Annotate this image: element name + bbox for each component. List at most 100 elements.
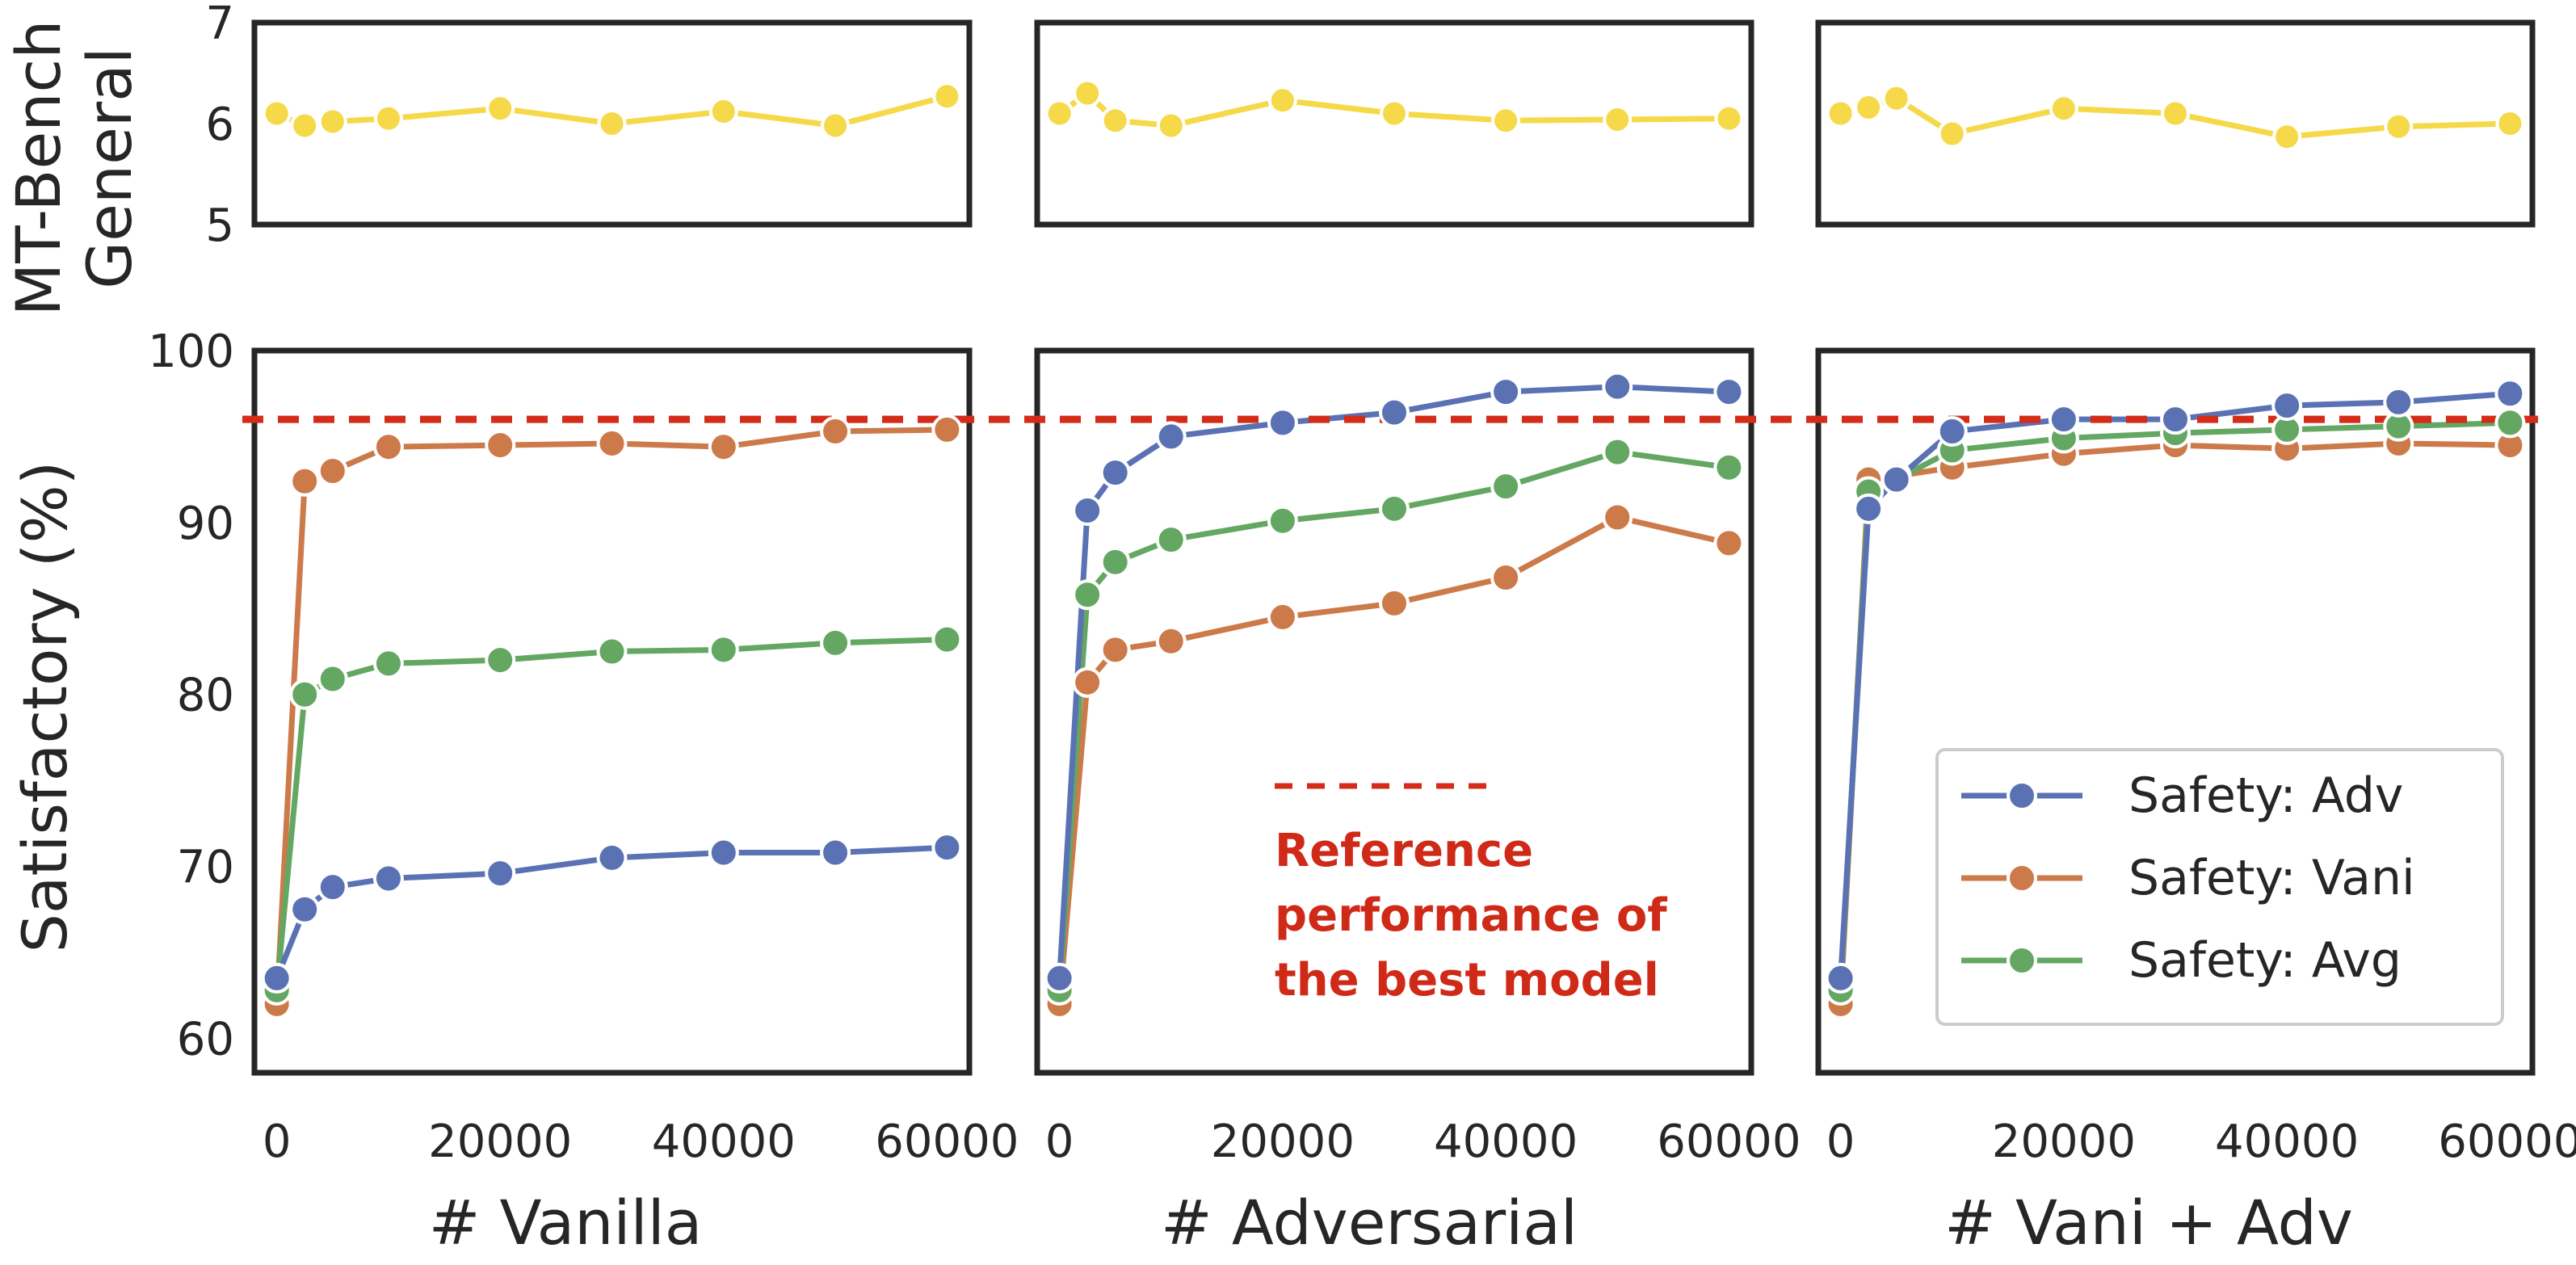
panel-3-mt-bench-point-8 xyxy=(2495,109,2525,138)
top-y-axis-label-line1: MT-Bench xyxy=(2,20,74,317)
panel-3-adv-point-4 xyxy=(2048,404,2079,435)
panel-2-mt-bench-point-2 xyxy=(1100,106,1130,136)
legend-entry-avg: Safety: Avg xyxy=(2128,932,2402,989)
panel-2-adv-point-2 xyxy=(1099,457,1131,489)
panel-3-mt-bench-point-4 xyxy=(2049,94,2078,124)
panel-2-avg-point-8 xyxy=(1713,452,1745,483)
panel-2-mt-bench-point-8 xyxy=(1714,103,1744,133)
panel-1-adv-point-8 xyxy=(931,832,963,864)
panel-1-adv-point-6 xyxy=(708,837,739,868)
panel-2-vani-point-2 xyxy=(1099,634,1131,666)
panel-3-avg-point-8 xyxy=(2494,407,2526,439)
panel-3-adv-point-5 xyxy=(2160,404,2191,435)
panel-2-avg-point-4 xyxy=(1267,505,1298,536)
panel-1-vani-point-2 xyxy=(317,456,348,486)
panel-3-x-axis-label: # Vani + Adv xyxy=(1944,1187,2353,1259)
panel-1-x-tick-20000: 20000 xyxy=(428,1116,572,1168)
panel-1-vani-point-3 xyxy=(372,431,404,463)
panel-1-avg-point-4 xyxy=(485,645,516,676)
panel-1-mt-bench-point-0 xyxy=(262,99,292,128)
panel-3-x-tick-20000: 20000 xyxy=(1992,1116,2136,1168)
panel-2-vani-point-3 xyxy=(1155,625,1187,657)
legend-box xyxy=(1935,748,2504,1026)
panel-2-adv-point-5 xyxy=(1379,397,1410,428)
reference-label-line1: Reference xyxy=(1275,825,1533,877)
panel-3-mt-bench-point-0 xyxy=(1826,99,1855,128)
panel-3-mt-bench-point-7 xyxy=(2384,111,2414,141)
panel-1-top-frame xyxy=(251,19,973,228)
panel-2-mt-bench-point-1 xyxy=(1073,78,1103,108)
panel-1-vani-point-4 xyxy=(485,430,516,461)
panel-1-mt-bench-point-5 xyxy=(597,109,627,138)
panel-1-x-tick-60000: 60000 xyxy=(875,1116,1019,1168)
panel-3-bottom-frame xyxy=(1815,347,2536,1076)
panel-2-vani-point-7 xyxy=(1602,502,1633,533)
panel-1-avg-point-6 xyxy=(708,634,739,666)
panel-1-avg-point-8 xyxy=(931,624,963,655)
panel-3-mt-bench-point-6 xyxy=(2272,122,2302,152)
reference-label-line3: the best model xyxy=(1275,954,1659,1007)
panel-1-mt-bench-point-4 xyxy=(485,94,515,124)
top-y-axis-label-line2: General xyxy=(74,47,145,289)
bottom-y-tick-90: 90 xyxy=(177,498,234,550)
panel-1-avg-line xyxy=(274,637,948,991)
panel-2-mt-bench-point-5 xyxy=(1380,99,1409,128)
panel-1-avg-point-2 xyxy=(317,663,348,695)
panel-3-adv-point-1 xyxy=(1853,493,1885,524)
legend-marker-vani xyxy=(2007,863,2037,893)
panel-1-x-axis-label: # Vanilla xyxy=(429,1187,703,1259)
panel-3-mt-bench-point-5 xyxy=(2161,99,2190,128)
legend-entry-adv: Safety: Adv xyxy=(2128,767,2403,824)
panel-3-x-tick-60000: 60000 xyxy=(2438,1116,2576,1168)
legend: Safety: Adv Safety: Vani Safety: Avg xyxy=(1935,748,2504,1026)
panel-1-avg-point-3 xyxy=(372,648,404,679)
panel-3-x-tick-40000: 40000 xyxy=(2215,1116,2359,1168)
legend-marker-adv xyxy=(2007,780,2037,811)
panel-1-mt-bench-point-2 xyxy=(317,107,347,137)
panel-2-mt-bench-point-4 xyxy=(1267,86,1297,116)
panel-2-avg-point-7 xyxy=(1602,436,1633,468)
panel-2-adv-point-7 xyxy=(1602,371,1633,402)
panel-2-mt-bench-point-0 xyxy=(1044,99,1074,128)
panel-2-vani-point-4 xyxy=(1267,601,1298,632)
panel-2-mt-bench-point-6 xyxy=(1491,106,1521,136)
panel-2-adv-point-6 xyxy=(1490,376,1522,408)
panel-2-mt-bench-point-3 xyxy=(1156,111,1186,141)
panel-1-avg-point-1 xyxy=(289,679,321,710)
panel-2-adv-point-1 xyxy=(1072,494,1103,526)
panel-3-adv-point-2 xyxy=(1881,464,1912,495)
panel-3-adv-point-8 xyxy=(2494,378,2526,410)
panel-2-vani-point-8 xyxy=(1713,527,1745,559)
panel-3-mt-bench-point-2 xyxy=(1881,83,1911,113)
panel-2-top-frame xyxy=(1034,19,1754,228)
bottom-y-tick-100: 100 xyxy=(148,326,234,378)
panel-1-vani-point-5 xyxy=(596,427,628,459)
panel-1-adv-point-5 xyxy=(596,842,628,873)
panel-3-mt-bench-point-3 xyxy=(1937,119,1967,149)
panel-1-x-tick-0: 0 xyxy=(263,1116,292,1168)
panel-1-vani-point-6 xyxy=(708,431,739,463)
panel-1-mt-bench-point-6 xyxy=(708,97,738,126)
panel-1-avg-point-7 xyxy=(820,627,851,658)
panel-1-adv-point-4 xyxy=(485,858,516,889)
panel-2-adv-point-8 xyxy=(1713,376,1745,408)
panel-1-bottom-frame xyxy=(251,347,973,1076)
top-y-tick-7: 7 xyxy=(205,0,234,50)
top-y-tick-5: 5 xyxy=(205,200,234,252)
panel-3-adv-point-3 xyxy=(1936,416,1968,448)
panel-2-x-tick-20000: 20000 xyxy=(1211,1116,1355,1168)
panel-2-adv-point-3 xyxy=(1155,421,1187,452)
panel-2-avg-point-5 xyxy=(1379,493,1410,524)
panel-3-x-tick-0: 0 xyxy=(1826,1116,1855,1168)
legend-entry-vani: Safety: Vani xyxy=(2128,850,2415,906)
panel-1-adv-point-2 xyxy=(317,872,348,903)
panel-3-adv-point-6 xyxy=(2271,390,2303,422)
panel-3-top-frame xyxy=(1815,19,2536,228)
panel-2-adv-point-4 xyxy=(1267,407,1298,439)
bottom-y-axis-label: Satisfactory (%) xyxy=(9,461,81,953)
panel-1-vani-point-7 xyxy=(820,416,851,448)
panel-2-x-axis-label: # Adversarial xyxy=(1161,1187,1578,1259)
panel-2-mt-bench-point-7 xyxy=(1603,105,1633,134)
bottom-y-tick-60: 60 xyxy=(177,1013,234,1065)
